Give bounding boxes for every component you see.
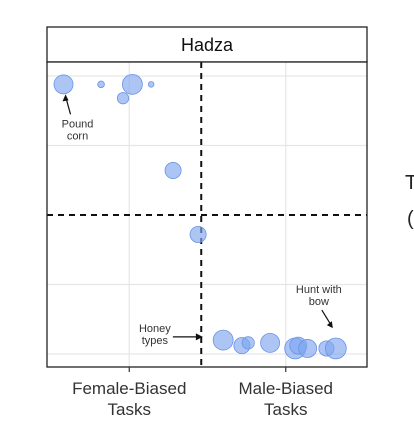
annotation-label-hunt-with-bow: bow bbox=[309, 296, 329, 308]
x-tick-label: Tasks bbox=[108, 400, 151, 419]
annotation-label-hunt-with-bow: Hunt with bbox=[296, 284, 342, 296]
data-point bbox=[116, 92, 130, 105]
x-tick-label: Male-Biased bbox=[239, 379, 334, 398]
data-point bbox=[298, 339, 318, 358]
cutoff-neighbor-text: T ( bbox=[405, 172, 414, 230]
panel-border bbox=[46, 61, 368, 368]
cutoff-text-1: T bbox=[405, 172, 414, 194]
x-tick-label: Female-Biased bbox=[72, 379, 186, 398]
annotation-arrowhead-hunt-with-bow bbox=[326, 321, 333, 329]
annotation-label-pound-corn: corn bbox=[67, 130, 88, 142]
data-point bbox=[53, 74, 74, 95]
annotation-arrowhead-pound-corn bbox=[62, 94, 69, 102]
data-point bbox=[97, 80, 105, 89]
data-point bbox=[241, 336, 255, 350]
annotation-arrow-hunt-with-bow bbox=[321, 309, 331, 324]
strip-header: Hadza bbox=[46, 26, 368, 63]
data-point bbox=[212, 329, 234, 351]
data-point bbox=[164, 162, 182, 179]
data-point bbox=[147, 81, 155, 88]
x-axis: Female-Biased Tasks Male-Biased Tasks bbox=[72, 367, 333, 419]
annotation-label-honey-types: Honey bbox=[139, 323, 171, 335]
cutoff-text-2: ( bbox=[407, 208, 414, 230]
data-point bbox=[189, 225, 207, 243]
data-point bbox=[324, 337, 347, 360]
strip-background bbox=[46, 26, 368, 63]
data-point bbox=[260, 332, 281, 353]
annotation-arrowhead-honey-types bbox=[195, 333, 203, 341]
data-point bbox=[122, 73, 143, 95]
annotation-label-pound-corn: Pound bbox=[62, 118, 94, 130]
x-tick-label: Tasks bbox=[264, 400, 307, 419]
annotation-label-honey-types: types bbox=[142, 335, 169, 347]
panel-title: Hadza bbox=[181, 35, 234, 55]
